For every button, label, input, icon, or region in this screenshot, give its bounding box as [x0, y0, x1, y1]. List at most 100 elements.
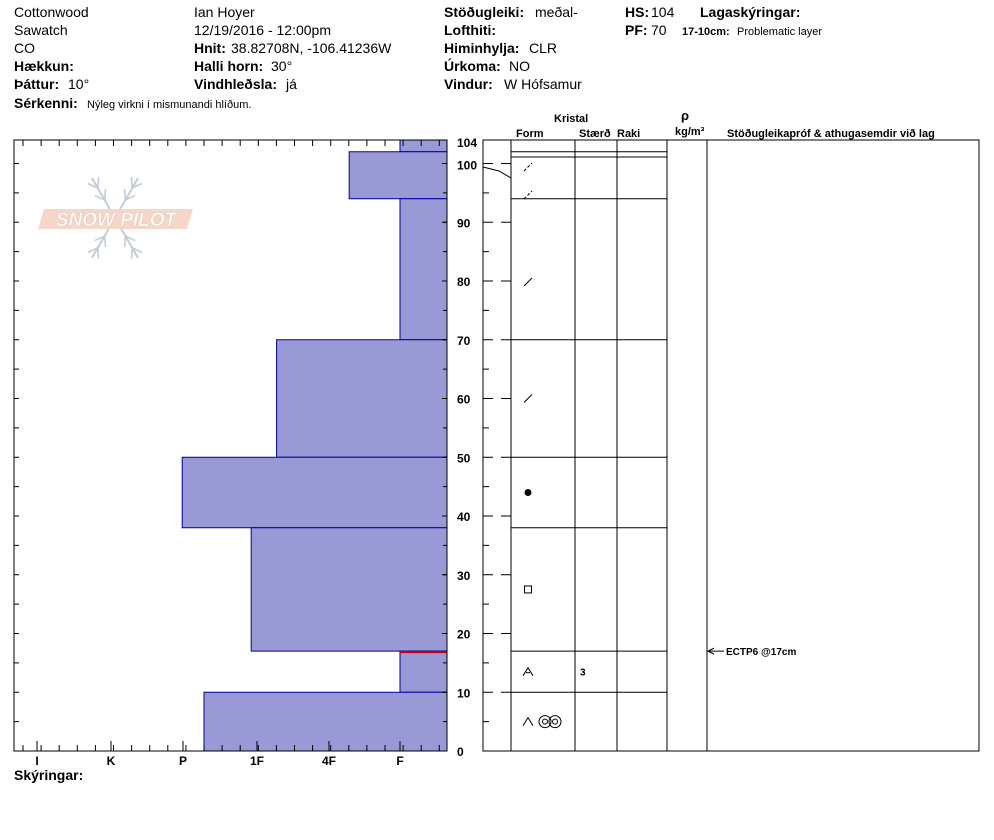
- crystal-label: Kristal: [554, 113, 589, 125]
- moisture-label: Raki: [617, 128, 641, 140]
- grain-size-value: 3: [580, 668, 586, 679]
- hardness-label: 1F: [250, 754, 264, 768]
- snowflake-branch: [125, 194, 136, 201]
- hardness-bar: [203, 691, 448, 752]
- depth-label: 40: [457, 510, 471, 524]
- snowflake-branch: [96, 247, 100, 259]
- snowflake-branch: [125, 235, 136, 242]
- hardness-label: K: [107, 754, 116, 768]
- graph-frame: [13, 139, 448, 752]
- air-temp-label: Lofthiti:: [444, 22, 497, 38]
- grain-form-rounded-grains: [524, 489, 532, 496]
- depth-label: 10: [457, 686, 471, 700]
- mountain-range: Sawatch: [14, 22, 68, 38]
- snowflake-branch: [96, 177, 100, 189]
- depth-label: 0: [457, 745, 464, 759]
- snowflake-branch: [94, 235, 105, 242]
- slope-value: 30°: [271, 58, 293, 74]
- hs-label: HS:: [625, 4, 650, 20]
- precip-label: Úrkoma:: [444, 58, 501, 74]
- grain-form-precip-particles: [523, 162, 533, 172]
- layer-note-range: 17-10cm:: [682, 26, 730, 38]
- snowflake-branch: [123, 189, 127, 201]
- elevation-label: Hækkun:: [14, 58, 74, 74]
- datetime: 12/19/2016 - 12:00pm: [194, 22, 331, 38]
- grain-form-precip-particles: [523, 190, 533, 200]
- hardness-bar: [399, 139, 448, 153]
- snowflake-branch: [87, 247, 99, 254]
- wind-value: W Hófsamur: [504, 76, 582, 92]
- pf-value: 70: [651, 22, 667, 38]
- snowflake-branch: [130, 247, 134, 259]
- surface-connector: [482, 166, 512, 179]
- depth-label: 50: [457, 451, 471, 465]
- depth-label: 70: [457, 334, 471, 348]
- grain-form-depth-hoar-with-melt-forms: [522, 716, 534, 726]
- snowflake-branch: [131, 247, 143, 254]
- snowflake-branch: [94, 194, 105, 201]
- coords-label: Hnit:: [194, 40, 226, 56]
- hardness-bar: [348, 151, 448, 200]
- depth-label: 90: [457, 216, 471, 230]
- snowflake-branch: [131, 182, 143, 189]
- tests-label: Stöðugleikapróf & athugasemdir við lag: [727, 128, 935, 140]
- grain-form-decomposing-fragments: [523, 277, 533, 287]
- sky-value: CLR: [529, 40, 558, 56]
- observer: Ian Hoyer: [194, 4, 255, 20]
- hardness-label: F: [396, 754, 403, 768]
- features-value: Nýleg virkni í mismunandi hlíðum.: [87, 99, 252, 111]
- depth-label: 20: [457, 628, 471, 642]
- form-label: Form: [516, 128, 544, 140]
- aspect-value: 10°: [68, 76, 90, 92]
- depth-label: 100: [457, 159, 477, 173]
- state: CO: [14, 40, 35, 56]
- density-unit: kg/m³: [675, 126, 705, 138]
- layer-table-frame: [482, 139, 980, 752]
- hardness-bar: [276, 339, 448, 458]
- snow-pilot-logo: SNOW PILOT: [38, 177, 193, 259]
- layer-notes-label: Lagaskýringar:: [700, 4, 801, 20]
- hardness-bar: [250, 527, 448, 652]
- grain-form-decomposing-fragments: [523, 394, 533, 403]
- grain-form-depth-hoar-with-melt-forms: [548, 715, 562, 729]
- stability-label: Stöðugleiki:: [444, 4, 525, 20]
- depth-label: 60: [457, 393, 471, 407]
- hardness-bar: [399, 650, 448, 693]
- hardness-bar: [399, 198, 448, 341]
- pf-label: PF:: [625, 22, 648, 38]
- depth-label: 80: [457, 275, 471, 289]
- precip-value: NO: [509, 58, 530, 74]
- hardness-label: P: [179, 754, 187, 768]
- grain-form-faceted-crystals: [524, 585, 532, 594]
- snowflake-branch: [103, 235, 107, 247]
- coords-value: 38.82708N, -106.41236W: [231, 40, 392, 56]
- layer-note-text: Problematic layer: [737, 26, 822, 38]
- snowflake-branch: [130, 177, 134, 189]
- grain-form-depth-hoar-with-melt-forms: [538, 715, 552, 729]
- size-label: Stærð: [579, 128, 611, 140]
- test-arrow-head: [706, 647, 715, 655]
- density-symbol: ρ: [681, 108, 690, 123]
- features-label: Sérkenni:: [14, 95, 78, 111]
- grain-form-depth-hoar: [522, 666, 534, 676]
- slope-label: Halli horn:: [194, 58, 264, 74]
- hardness-bar: [181, 456, 448, 529]
- test-result: ECTP6 @17cm: [726, 647, 796, 658]
- snowflake-branch: [123, 235, 127, 247]
- grain-form-depth-hoar-with-melt-forms: [542, 718, 548, 725]
- hardness-label: 4F: [322, 754, 336, 768]
- snowflake-branch: [103, 189, 107, 201]
- location: Cottonwood: [14, 4, 89, 20]
- stability-value: meðal-: [535, 4, 578, 20]
- aspect-label: Þáttur:: [14, 76, 60, 92]
- logo-text: SNOW PILOT: [56, 210, 178, 231]
- legend-label: Skýringar:: [14, 767, 84, 783]
- sky-label: Himinhylja:: [444, 40, 520, 56]
- grain-form-depth-hoar-with-melt-forms: [552, 718, 558, 725]
- wind-load-label: Vindhleðsla:: [194, 76, 277, 92]
- logo-banner: [38, 209, 193, 229]
- wind-load-value: já: [286, 76, 297, 92]
- hardness-label: I: [35, 754, 38, 768]
- snowflake-branch: [87, 182, 99, 189]
